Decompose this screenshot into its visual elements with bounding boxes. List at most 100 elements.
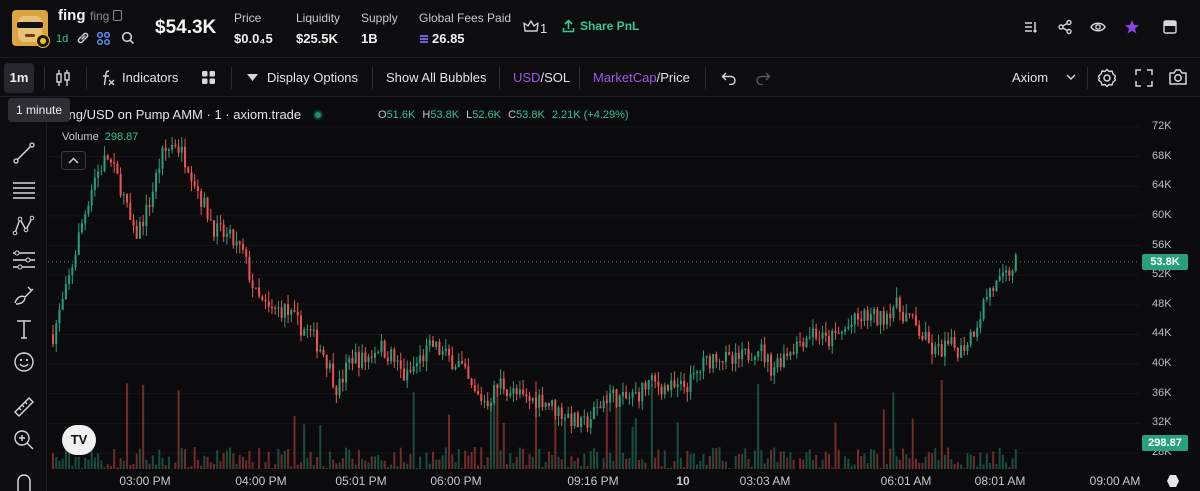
camera-icon[interactable] [1168,68,1188,86]
link-icon[interactable] [76,31,90,45]
candle-body [319,349,322,352]
volume-bar [493,397,496,469]
candle-body [325,354,328,369]
candle-body [744,349,747,351]
gear-icon[interactable] [1097,68,1117,88]
volume-bar [232,453,235,469]
volume-bar [448,414,451,469]
volume-bar [148,463,151,469]
volume-bar [592,447,595,469]
candle-body [873,309,876,315]
fullscreen-icon[interactable] [1135,69,1153,87]
volume-bar [299,461,302,469]
redo-icon[interactable] [755,71,771,85]
eye-icon[interactable] [1090,19,1106,35]
candle-body [106,155,109,160]
candles-icon[interactable] [55,68,71,88]
candle-body [882,311,885,325]
candle-body [203,197,206,207]
candle-body [338,378,341,396]
stat-label: Liquidity [296,11,341,25]
volume-bar [374,456,376,469]
currency-toggle[interactable]: USD/SOL [513,70,571,85]
ruler-icon[interactable] [12,395,36,419]
share-icon[interactable] [1057,19,1073,35]
candle-body [251,280,254,289]
token-avatar[interactable] [12,10,48,46]
magnet-icon[interactable] [12,470,36,491]
price-chart[interactable] [48,97,1200,491]
candle-body [145,204,148,227]
volume-bar [879,467,882,469]
candle-body [628,397,631,399]
fib-retracement-icon[interactable] [12,178,36,202]
volume-bar [506,464,509,469]
templates-grid-icon[interactable] [201,70,216,85]
volume-bar [515,456,518,469]
candle-body [341,378,344,383]
volume-bar [609,452,612,469]
stat-label: Global Fees Paid [419,11,512,25]
candle-body [116,163,119,174]
candle-body [64,284,67,299]
list-filter-icon[interactable] [1023,19,1039,35]
display-options-button[interactable]: Display Options [267,70,359,85]
volume-bar [119,458,122,469]
indicators-button[interactable]: Indicators [122,70,179,85]
volume-bar [744,448,747,469]
volume-bar [712,447,715,469]
chevron-down-icon[interactable] [1066,74,1076,81]
star-icon[interactable] [1124,19,1140,35]
candle-body [931,342,934,355]
search-icon[interactable] [121,31,135,45]
volume-bar [551,455,554,469]
show-all-bubbles-button[interactable]: Show All Bubbles [386,70,487,85]
axis-settings-icon[interactable] [1166,474,1180,488]
text-tool-icon[interactable] [12,317,36,341]
panel-layout-icon[interactable] [1162,19,1178,35]
volume-bar [460,468,463,469]
interval-button[interactable]: 1m [4,63,34,93]
candle-body [715,354,718,362]
stat-value: $0.0₄5 [234,31,273,46]
volume-bar [905,454,908,469]
candle-body [724,352,727,362]
volume-bar [241,456,244,469]
volume-bar [989,462,992,469]
zoom-in-icon[interactable] [12,428,36,452]
volume-bar [457,448,460,469]
chart-title: fing/USD on Pump AMM · 1 · axiom.trade [62,107,302,122]
volume-bar [696,464,698,469]
y-tick-label: 32K [1152,416,1172,429]
undo-icon[interactable] [721,71,737,85]
volume-bar [64,448,67,469]
volume-bar [270,468,273,469]
ohlc-change: 2.21K (+4.29%) [551,109,629,121]
candle-body [274,307,277,309]
candle-body [100,171,103,173]
market-cap: $54.3K [155,17,217,38]
trend-line-icon[interactable] [12,141,36,165]
y-tick-label: 40K [1152,357,1172,370]
emoji-icon[interactable] [12,350,36,374]
forecast-icon[interactable] [12,248,36,272]
copy-icon[interactable] [113,10,122,21]
volume-bar [87,459,90,469]
volume-bar [834,422,837,469]
volume-bar [129,464,132,469]
pattern-icon[interactable] [12,214,36,238]
metric-toggle[interactable]: MarketCap/Price [593,70,690,85]
candle-body [834,330,837,333]
candle-body [953,337,956,348]
candle-body [354,352,357,364]
share-pnl-button[interactable]: Share PnL [562,19,639,33]
candle-body [683,380,686,388]
volume-bar [325,468,328,469]
brush-icon[interactable] [12,283,36,307]
volume-bar [1001,454,1004,469]
theme-select[interactable]: Axiom [1012,70,1049,85]
candle-body [728,352,731,356]
candle-body [905,313,908,322]
collapse-legend-button[interactable] [61,151,86,170]
bubblemap-icon[interactable] [97,32,110,45]
